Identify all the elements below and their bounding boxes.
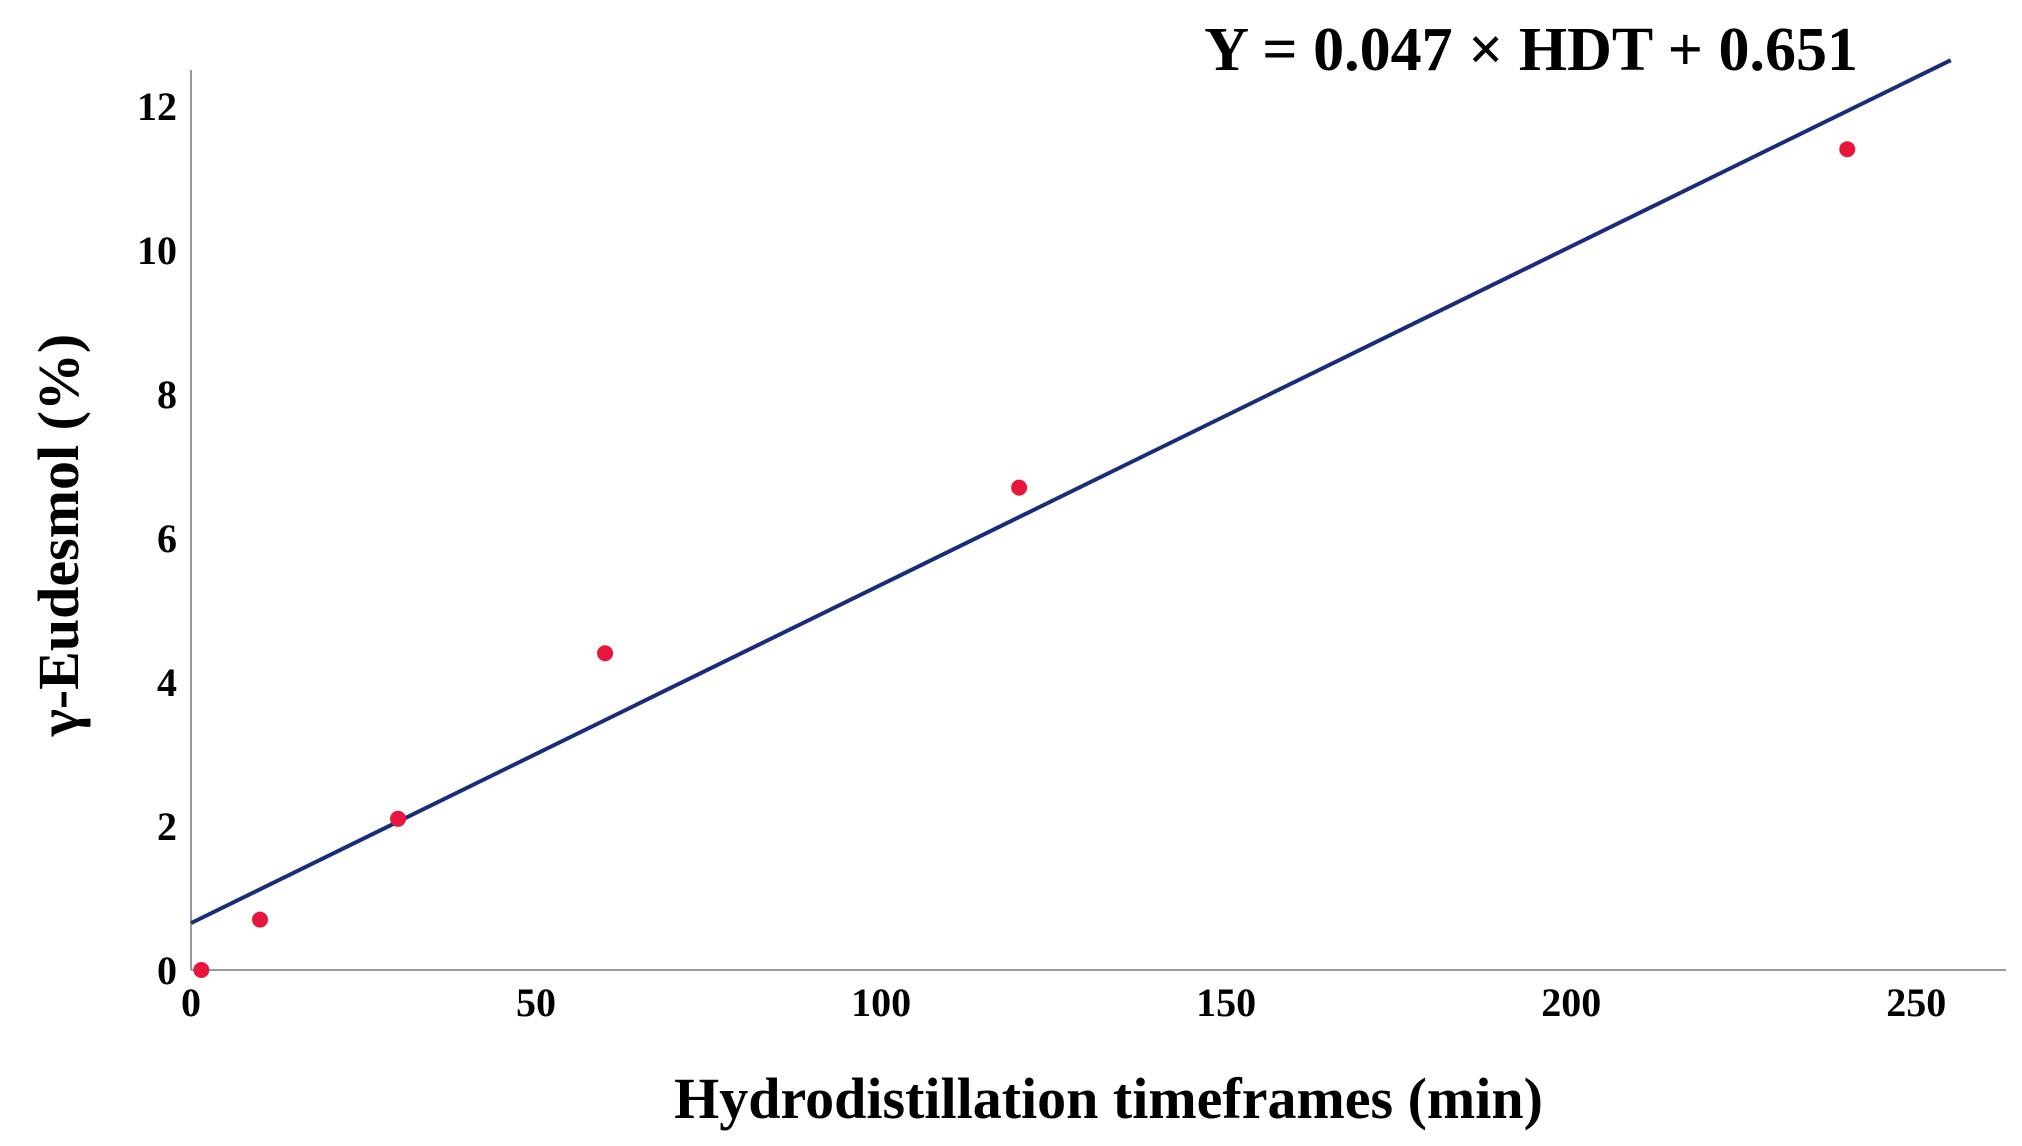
axes — [190, 70, 2006, 971]
x-tick-label: 150 — [1196, 980, 1256, 1025]
y-tick-label: 2 — [157, 804, 177, 849]
x-axis-title: Hydrodistillation timeframes (min) — [674, 1066, 1543, 1131]
data-point — [193, 962, 210, 978]
data-point — [252, 911, 269, 928]
y-tick-label: 4 — [157, 660, 177, 705]
regression-equation: Y = 0.047 × HDT + 0.651 — [1204, 16, 1858, 84]
tick-labels: 0 50 100 150 200 250 0 2 4 6 8 10 12 — [137, 84, 1946, 1025]
y-tick-label: 6 — [157, 516, 177, 561]
x-tick-label: 50 — [516, 980, 556, 1025]
x-tick-label: 200 — [1541, 980, 1601, 1025]
y-tick-label: 0 — [157, 948, 177, 993]
y-tick-label: 12 — [137, 84, 177, 129]
y-axis-title: γ-Eudesmol (%) — [26, 334, 91, 738]
data-point — [597, 645, 614, 662]
regression-line-group — [190, 58, 1952, 925]
y-tick-label: 8 — [157, 372, 177, 417]
x-tick-label: 250 — [1886, 980, 1946, 1025]
data-point — [1011, 479, 1028, 496]
y-tick-label: 10 — [137, 228, 177, 273]
data-point — [390, 810, 407, 827]
x-tick-label: 100 — [851, 980, 911, 1025]
x-tick-label: 0 — [181, 980, 201, 1025]
regression-line — [190, 58, 1952, 925]
data-points — [193, 141, 1856, 978]
data-point — [1839, 141, 1856, 158]
